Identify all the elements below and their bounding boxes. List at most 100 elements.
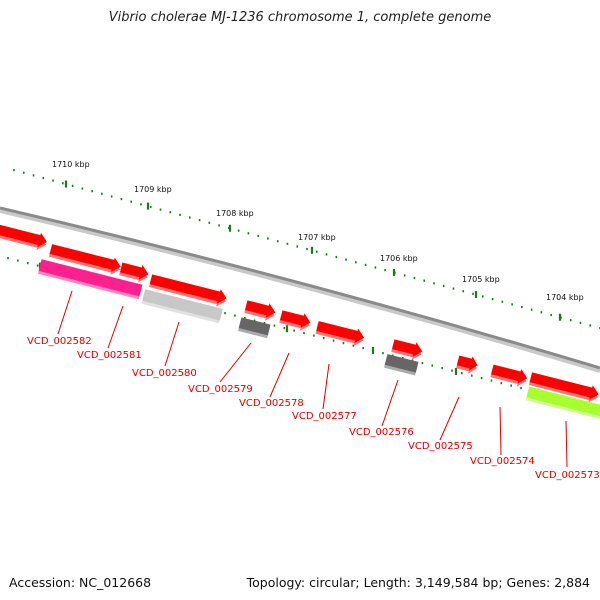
forward-gene-arrow xyxy=(456,355,478,374)
outer-minor-tick xyxy=(491,298,494,301)
outer-minor-tick xyxy=(62,182,64,185)
inner-minor-tick xyxy=(234,314,236,317)
forward-gene-arrow xyxy=(149,274,227,307)
forward-gene-arrow-body xyxy=(119,262,149,280)
inner-minor-tick xyxy=(352,344,355,347)
outer-minor-tick xyxy=(267,237,269,240)
forward-gene-arrow-body xyxy=(491,364,528,384)
kbp-label: 1710 kbp xyxy=(52,160,90,169)
outer-minor-tick xyxy=(384,269,386,272)
outer-minor-tick xyxy=(120,197,123,201)
outer-major-tick xyxy=(310,246,314,254)
inner-minor-tick xyxy=(293,329,295,332)
inner-minor-tick xyxy=(480,377,483,380)
inner-minor-tick xyxy=(500,382,503,385)
chromosome-backbone xyxy=(0,206,600,370)
gene-leader-line xyxy=(439,396,460,441)
inner-minor-tick xyxy=(303,332,305,335)
gene-label: VCD_002577 xyxy=(292,411,357,422)
outer-minor-tick xyxy=(355,261,357,264)
outer-minor-tick xyxy=(462,290,465,293)
outer-major-tick xyxy=(64,180,68,188)
outer-major-tick xyxy=(228,224,232,232)
gene-leader-lines xyxy=(57,290,568,468)
outer-minor-tick xyxy=(110,195,113,198)
outer-minor-tick xyxy=(42,176,45,180)
outer-minor-tick xyxy=(345,258,347,261)
inner-minor-tick xyxy=(510,384,512,387)
forward-gene-arrow xyxy=(490,364,528,387)
gene-leader-line xyxy=(164,321,180,367)
outer-minor-tick xyxy=(13,169,15,172)
outer-minor-tick xyxy=(81,187,84,190)
outer-minor-tick xyxy=(511,303,513,306)
kbp-label-group: 1710 kbp 1709 kbp 1708 kbp 1707 kbp 1706 kbp… xyxy=(52,160,584,302)
forward-gene-track xyxy=(0,224,599,403)
gene-leader-line xyxy=(499,406,502,456)
outer-minor-tick xyxy=(140,203,142,206)
outer-minor-tick xyxy=(22,171,25,174)
outer-minor-tick xyxy=(403,274,406,277)
inner-minor-tick xyxy=(36,264,39,267)
gene-leader-line xyxy=(381,379,399,427)
inner-minor-tick xyxy=(470,374,473,377)
outer-minor-tick xyxy=(433,282,435,285)
inner-minor-tick xyxy=(26,262,29,265)
outer-tick-track xyxy=(13,169,600,330)
inner-minor-tick xyxy=(283,327,286,330)
reverse-gene-box-body xyxy=(38,259,143,297)
outer-minor-tick xyxy=(257,234,259,238)
outer-minor-tick xyxy=(276,240,279,243)
chromosome-backbone-shadow xyxy=(0,209,600,373)
gene-leader-line xyxy=(107,305,124,349)
inner-minor-tick xyxy=(332,339,335,342)
outer-minor-tick xyxy=(189,216,191,219)
inner-minor-tick xyxy=(253,319,256,322)
reverse-gene-box-body xyxy=(142,289,223,321)
gene-label: VCD_002574 xyxy=(470,456,535,467)
outer-minor-tick xyxy=(482,295,484,298)
forward-gene-arrow-body xyxy=(0,224,47,248)
outer-minor-tick xyxy=(521,305,523,309)
forward-gene-arrow-body xyxy=(456,355,478,371)
outer-minor-tick xyxy=(149,205,152,209)
outer-minor-tick xyxy=(52,179,54,182)
forward-gene-arrow xyxy=(119,262,149,283)
outer-minor-tick xyxy=(130,200,132,203)
inner-minor-tick xyxy=(451,369,453,372)
outer-minor-tick xyxy=(228,226,230,230)
inner-minor-tick xyxy=(490,379,493,382)
reverse-gene-box xyxy=(525,386,600,419)
gene-leader-line xyxy=(269,352,290,398)
reverse-gene-box xyxy=(384,354,419,376)
inner-minor-tick xyxy=(461,372,463,375)
reverse-gene-box-body xyxy=(384,354,419,373)
gene-label: VCD_002582 xyxy=(27,336,92,347)
outer-minor-tick xyxy=(296,245,299,248)
gene-label: VCD_002575 xyxy=(408,441,473,452)
inner-minor-tick xyxy=(17,259,19,262)
reverse-gene-box xyxy=(37,259,143,300)
outer-minor-tick xyxy=(101,192,103,195)
gene-label: VCD_002578 xyxy=(239,398,304,409)
gene-leader-line xyxy=(322,363,330,410)
outer-minor-tick xyxy=(374,266,377,269)
inner-minor-tick xyxy=(313,334,315,337)
forward-gene-arrow xyxy=(279,310,311,331)
outer-minor-tick xyxy=(208,221,211,224)
forward-gene-arrow-body xyxy=(392,339,423,357)
gene-label: VCD_002573 xyxy=(535,470,600,481)
forward-gene-arrow-body xyxy=(245,300,276,318)
outer-minor-tick xyxy=(452,287,455,290)
outer-minor-tick xyxy=(306,248,308,251)
forward-gene-arrow xyxy=(244,300,276,321)
gene-leader-line xyxy=(219,342,252,383)
outer-minor-tick xyxy=(569,319,572,322)
outer-major-tick xyxy=(558,313,562,321)
outer-minor-tick xyxy=(179,213,181,216)
outer-minor-tick xyxy=(364,263,367,266)
kbp-label: 1707 kbp xyxy=(298,233,336,242)
outer-minor-tick xyxy=(218,224,220,227)
inner-minor-tick xyxy=(224,312,226,315)
